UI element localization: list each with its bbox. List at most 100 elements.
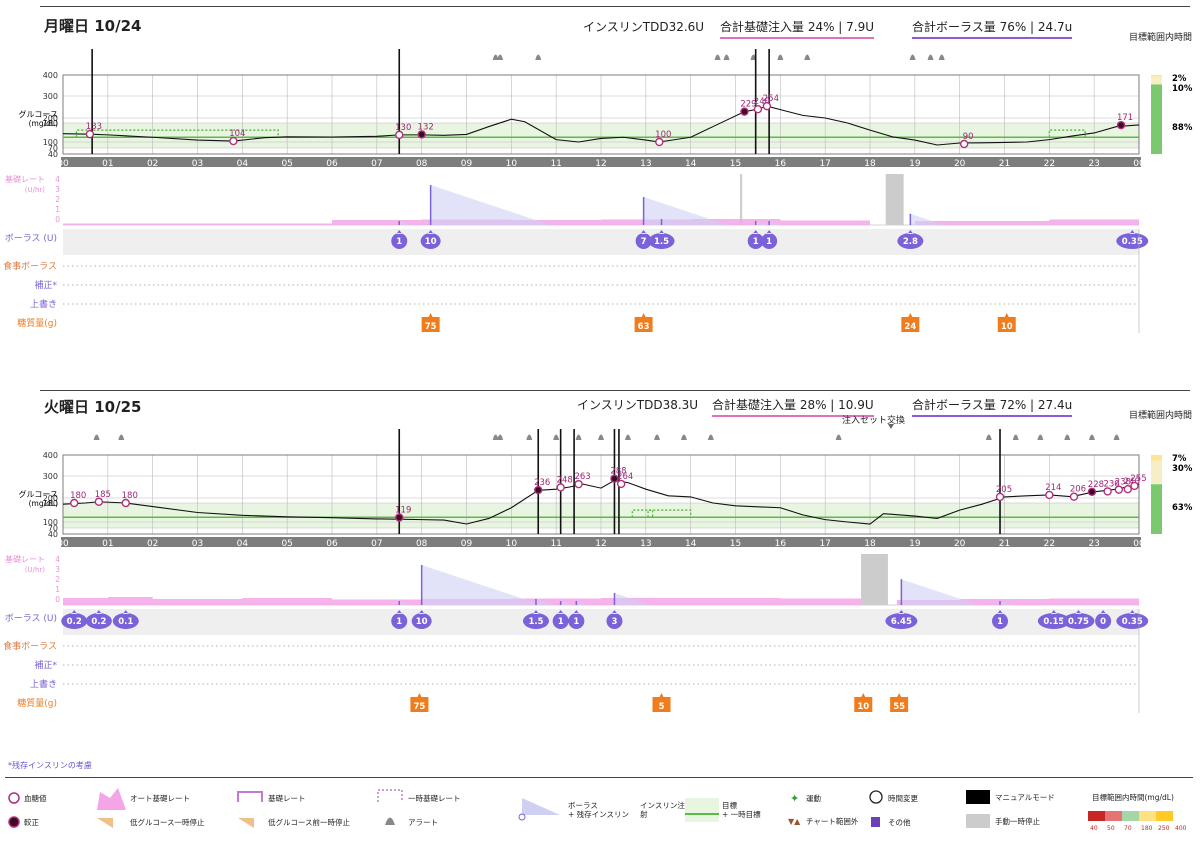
tir-scale-swatch (1122, 811, 1139, 821)
alert-icon (909, 54, 916, 60)
basal-axis-unit: (U/hr) (25, 566, 46, 574)
hour-tick-label: 03 (192, 159, 203, 169)
auto-basal-legend-icon (97, 788, 126, 810)
bolus-row-bg (63, 609, 1139, 635)
temp-target-line (75, 129, 279, 138)
alert-icon (938, 54, 945, 60)
insulin-on-board (430, 185, 551, 225)
tir-scale-swatch (1088, 811, 1105, 821)
row-label-bolus: ボーラス (U) (5, 613, 57, 624)
bolus-drop (606, 610, 623, 629)
calibration-point (610, 474, 619, 483)
hour-tick-label: 16 (775, 159, 787, 169)
insulin-on-board (399, 221, 412, 225)
bg-value-label: 206 (1070, 485, 1086, 495)
bolus-value: 0.35 (1122, 237, 1143, 247)
tir-percent: 2% (1172, 74, 1187, 84)
pre-low-suspend-legend-icon (238, 818, 254, 828)
glucose-tick-label: 400 (43, 71, 58, 80)
bolus-value: 3 (611, 617, 617, 627)
bg-value-label: 180 (70, 491, 86, 501)
alert-icon (1113, 434, 1120, 440)
hour-tick-label: 07 (371, 159, 382, 169)
legend-alert: アラート (408, 818, 438, 827)
tir-scale-label: 400 (1175, 825, 1187, 832)
row-label-carbs: 糖質量(g) (17, 317, 57, 329)
carb-value: 55 (893, 702, 905, 712)
day-divider (40, 6, 1190, 7)
hour-tick-label: 05 (281, 539, 292, 549)
bg-value-label: 90 (963, 132, 974, 142)
legend-low-suspend: 低グルコース一時停止 (130, 817, 205, 827)
row-label-correction: 補正* (34, 279, 57, 291)
glucose-tick-label: 200 (43, 494, 58, 503)
bg-value-label: 236 (534, 478, 550, 488)
carb-value: 5 (659, 702, 665, 712)
bg-value-label: 263 (574, 472, 590, 482)
cal-legend-icon (8, 816, 20, 828)
hour-tick-label: 09 (461, 159, 473, 169)
carb-value: 75 (425, 322, 437, 332)
calibration-point (395, 513, 404, 522)
insulin-on-board (769, 221, 782, 225)
bolus-dot-icon (518, 813, 526, 821)
glucose-tick-label: 100 (43, 518, 58, 527)
hour-tick-label: 19 (909, 159, 921, 169)
temp-target-line (631, 509, 692, 518)
bg-value-label: 132 (418, 122, 434, 132)
bg-value-label: 104 (229, 129, 245, 139)
hour-tick-label: 09 (461, 539, 473, 549)
hour-tick-label: 16 (775, 539, 787, 549)
basal-tick-label: 0 (55, 215, 60, 224)
bolus-value: 1.5 (654, 237, 669, 247)
glucose-tick-label: 300 (43, 92, 58, 101)
hour-tick-label: 06 (326, 159, 338, 169)
manual-suspend-block (861, 554, 888, 605)
alert-icon (535, 54, 542, 60)
bolus-drop (420, 230, 441, 249)
bolus-drop (648, 230, 675, 249)
alert-icon (526, 434, 533, 440)
alert-icon (497, 54, 504, 60)
bolus-value: 1 (997, 617, 1003, 627)
glucose-trace (62, 479, 1140, 525)
alert-icon (553, 434, 560, 440)
hour-tick-label: 00 (57, 159, 69, 169)
bg-value-label: 240 (754, 97, 770, 107)
row-label-correction: 補正* (34, 659, 57, 671)
tir-scale-label: 180 (1141, 825, 1153, 832)
hour-tick-label: 08 (416, 159, 428, 169)
bolus-drop (391, 610, 408, 629)
insulin-on-board (910, 213, 944, 225)
bg-point (762, 101, 772, 111)
tir-scale-swatch (1156, 811, 1173, 821)
hour-tick-label: 10 (506, 159, 518, 169)
bolus-drop (635, 230, 652, 249)
hour-tick-label: 08 (416, 539, 428, 549)
hour-tick-label: 19 (909, 539, 921, 549)
legend-bolus: ボーラス (568, 801, 598, 810)
alert-icon (680, 434, 687, 440)
hour-tick-label: 23 (1088, 159, 1099, 169)
carb-value: 24 (904, 322, 916, 332)
legend-target: 目標 (722, 800, 737, 810)
carb-value: 75 (414, 702, 426, 712)
glucose-frame (62, 74, 1140, 155)
carb-marker (410, 693, 429, 712)
set-change-label: 注入セット交換 (842, 416, 906, 426)
tir-segment (1151, 84, 1162, 154)
basal-total: 合計基礎注入量 28% | 10.9U (712, 396, 874, 417)
bg-value-label: 255 (1130, 474, 1146, 484)
glucose-tick-label: 40 (48, 530, 58, 539)
day-divider (40, 390, 1190, 391)
hour-tick-label: 01 (102, 539, 113, 549)
bolus-total: 合計ボーラス量 76% | 24.7u (912, 18, 1073, 39)
bolus-drop (552, 610, 569, 629)
alert-icon (723, 54, 730, 60)
bolus-value: 0.35 (1122, 617, 1143, 627)
glucose-tick-label: 40 (48, 150, 58, 159)
hour-tick-label: 18 (864, 159, 876, 169)
bolus-value: 0.2 (67, 617, 82, 627)
legend-bg: 血糖値 (24, 793, 47, 803)
day-section-1: 月曜日 10/24 インスリンTDD32.6U 合計基礎注入量 24% | 7.… (0, 0, 1200, 380)
